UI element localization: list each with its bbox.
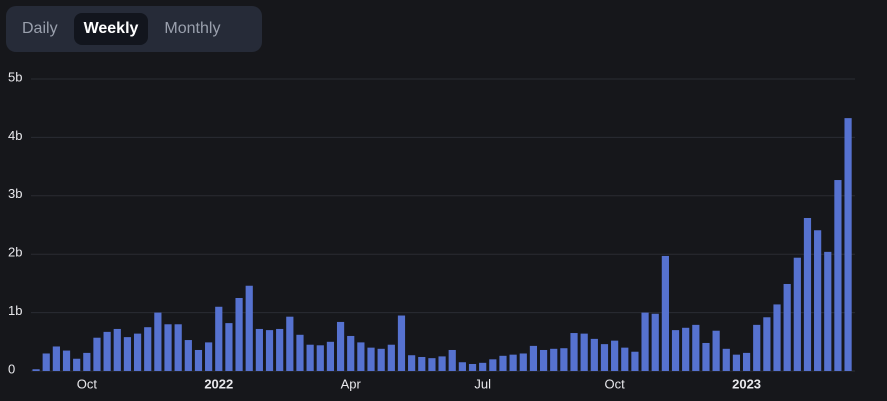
y-tick-label: 5b: [8, 69, 22, 84]
bar: [347, 335, 355, 371]
bar: [32, 369, 40, 371]
x-tick-label: Apr: [341, 376, 362, 391]
bar: [529, 345, 538, 371]
bar: [783, 283, 791, 371]
tab-bar: Daily Weekly Monthly: [6, 6, 262, 52]
y-tick-label: 1b: [8, 303, 22, 318]
x-tick-label: Oct: [77, 376, 98, 391]
x-tick-label: Oct: [605, 376, 626, 391]
bar: [93, 337, 101, 371]
bar: [641, 312, 649, 371]
bar: [773, 304, 781, 371]
bar: [661, 255, 669, 371]
bar: [621, 347, 629, 371]
bar: [844, 118, 852, 372]
x-tick-label: 2022: [204, 376, 233, 391]
bar: [438, 356, 446, 371]
bar: [671, 330, 680, 371]
bar: [590, 338, 598, 371]
bar: [103, 331, 111, 371]
bar: [387, 344, 395, 371]
tab[interactable]: Weekly: [73, 13, 149, 45]
bar: [184, 340, 192, 371]
bar: [722, 348, 730, 371]
bar: [458, 362, 466, 371]
bar: [245, 285, 253, 371]
bar: [580, 333, 588, 371]
bar: [550, 348, 558, 371]
bar: [205, 342, 213, 371]
bar: [286, 316, 294, 371]
bar: [468, 363, 477, 371]
bar: [600, 344, 609, 371]
bar: [732, 354, 741, 371]
bar: [682, 327, 690, 371]
bar: [276, 328, 284, 371]
bar: [489, 359, 497, 371]
bar: [539, 349, 548, 371]
bar: [692, 324, 700, 371]
bar: [62, 350, 71, 371]
bar: [194, 349, 203, 371]
y-tick-label: 3b: [8, 186, 22, 201]
bar: [834, 180, 842, 371]
bar: [428, 358, 436, 371]
bar: [113, 328, 121, 371]
bar: [814, 230, 822, 371]
bar: [793, 257, 801, 371]
bar: [753, 324, 761, 371]
bar: [154, 312, 162, 371]
tab[interactable]: Daily: [22, 20, 58, 37]
bar: [215, 306, 223, 371]
bar: [83, 352, 91, 371]
bar: [651, 313, 659, 371]
bar: [824, 251, 832, 371]
bar: [306, 344, 314, 371]
bar: [225, 323, 233, 371]
bar: [631, 351, 639, 371]
bar: [803, 217, 812, 371]
tab[interactable]: Monthly: [164, 20, 221, 37]
bar: [235, 298, 243, 371]
bar: [611, 340, 619, 371]
x-tick-label: 2023: [732, 376, 761, 391]
bar: [397, 315, 406, 371]
bar: [123, 337, 132, 371]
bar: [133, 333, 142, 371]
bar: [73, 358, 81, 371]
bar: [702, 342, 710, 371]
bar: [144, 327, 152, 371]
bar: [265, 330, 274, 371]
bar: [255, 328, 263, 371]
y-tick-label: 4b: [8, 128, 22, 143]
bar: [448, 349, 456, 371]
bar: [408, 355, 416, 371]
bar: [742, 352, 751, 371]
bar: [519, 353, 527, 371]
bar: [418, 356, 426, 371]
bar: [164, 324, 172, 371]
bar: [377, 348, 385, 371]
y-tick-label: 0: [8, 361, 15, 376]
bar: [296, 334, 304, 371]
bar: [560, 348, 568, 371]
bar: [479, 362, 487, 371]
bar: [42, 353, 50, 371]
bar: [712, 330, 720, 371]
bar: [570, 333, 578, 371]
bar: [316, 345, 324, 371]
y-tick-label: 2b: [8, 245, 22, 260]
bar: [367, 347, 375, 371]
bar: [763, 317, 771, 371]
bar: [52, 346, 60, 371]
bar: [499, 355, 507, 371]
bar: [336, 321, 345, 371]
x-tick-label: Jul: [474, 376, 491, 391]
bar: [509, 354, 517, 371]
bar: [174, 324, 182, 371]
bar: [357, 342, 365, 371]
bar: [326, 341, 335, 371]
